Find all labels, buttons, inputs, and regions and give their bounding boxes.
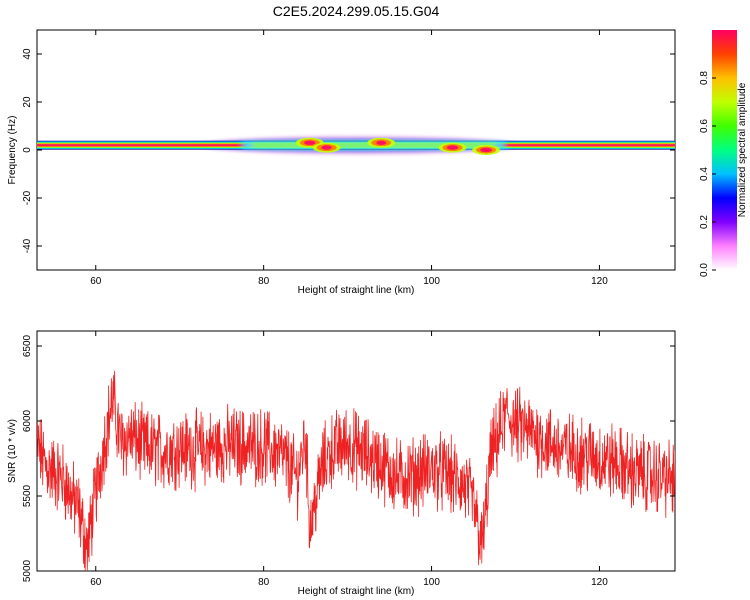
snr-x-label: Height of straight line (km) — [298, 586, 415, 597]
y-tick-label: 5000 — [22, 559, 33, 582]
y-tick-label: -20 — [22, 190, 33, 205]
spectral-peak — [367, 137, 396, 148]
y-tick-label: 5500 — [22, 484, 33, 507]
colorbar-gradient — [712, 30, 737, 270]
spectral-peak — [312, 142, 341, 153]
spectrogram-heat — [37, 135, 675, 156]
spectrogram-y-axis: 40 20 0 -20 -40 — [22, 48, 675, 253]
spectrogram-y-label: Frequency (Hz) — [7, 116, 18, 185]
x-tick-label: 80 — [258, 577, 270, 588]
colorbar-tick-label: 0.2 — [699, 215, 710, 229]
colorbar-axis: 0.0 0.2 0.4 0.6 0.8 — [699, 71, 716, 277]
y-tick-label: 40 — [22, 48, 33, 60]
colorbar-tick-label: 0.6 — [699, 119, 710, 133]
snr-panel: 60 80 100 120 5000 5500 6000 6500 Height of st… — [7, 330, 676, 597]
colorbar: 0.0 0.2 0.4 0.6 0.8 Normalized spectral ampl… — [699, 30, 748, 277]
spectrogram-panel: 60 80 100 120 40 20 0 -20 -40 Height of straigh… — [7, 29, 676, 296]
y-tick-label: 20 — [22, 96, 33, 108]
x-tick-label: 100 — [423, 276, 440, 287]
colorbar-label: Normalized spectral amplitude — [737, 82, 748, 217]
spectral-peak — [472, 145, 501, 155]
spectrogram-x-axis: 60 80 100 120 — [90, 30, 608, 287]
x-tick-label: 120 — [591, 276, 608, 287]
y-tick-label: 6500 — [22, 334, 33, 357]
y-tick-label: 0 — [22, 147, 33, 153]
spectral-peak — [438, 142, 467, 153]
snr-x-axis: 60 80 100 120 — [90, 331, 608, 588]
x-tick-label: 100 — [423, 577, 440, 588]
y-tick-label: 6000 — [22, 409, 33, 432]
snr-y-label: SNR (10 * v/v) — [7, 419, 18, 483]
colorbar-tick-label: 0.4 — [699, 167, 710, 181]
colorbar-tick-label: 0.8 — [699, 71, 710, 85]
snr-series-line — [37, 370, 675, 571]
spectral-peak — [295, 137, 324, 148]
x-tick-label: 120 — [591, 577, 608, 588]
snr-y-axis: 5000 5500 6000 6500 — [22, 334, 675, 582]
figure-title: C2E5.2024.299.05.15.G04 — [273, 3, 440, 19]
colorbar-tick-label: 0.0 — [699, 263, 710, 277]
y-tick-label: -40 — [22, 238, 33, 253]
x-tick-label: 60 — [90, 276, 102, 287]
spectrogram-x-label: Height of straight line (km) — [298, 285, 415, 296]
x-tick-label: 80 — [258, 276, 270, 287]
x-tick-label: 60 — [90, 577, 102, 588]
